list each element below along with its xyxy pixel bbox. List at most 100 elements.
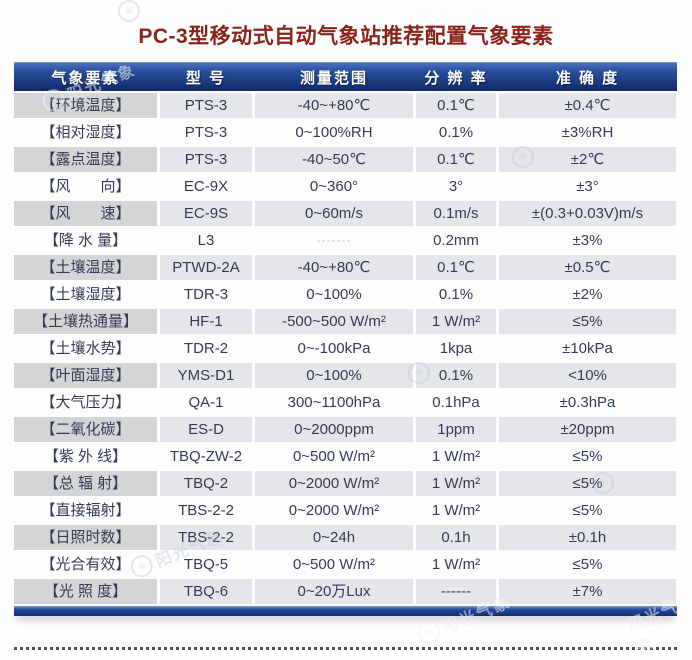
table-cell: ≤5%	[499, 552, 676, 577]
row-label-cell: 【环境温度】	[14, 93, 157, 118]
table-cell: ±0.4℃	[499, 93, 676, 118]
table-cell: 0~20万Lux	[255, 579, 413, 604]
table-cell: ≤5%	[499, 309, 676, 334]
row-label-cell: 【露点温度】	[14, 147, 157, 172]
table-cell: 1kpa	[416, 336, 496, 361]
row-label-cell: 【土壤温度】	[14, 255, 157, 280]
table-cell: PTS-3	[160, 147, 252, 172]
table-cell: ------	[416, 579, 496, 604]
row-label-cell: 【总 辐 射】	[14, 471, 157, 496]
table-header-row: 气象要素 型 号 测量范围 分 辨 率 准 确 度	[14, 62, 677, 91]
table-cell: ≤5%	[499, 444, 676, 469]
spec-table: 气象要素 型 号 测量范围 分 辨 率 准 确 度 【环境温度】 PTS-3 -40…	[14, 62, 677, 616]
row-label-cell: 【叶面湿度】	[14, 363, 157, 388]
table-cell: 0~360°	[255, 174, 413, 199]
row-label-cell: 【土壤水势】	[14, 336, 157, 361]
table-cell: TBS-2-2	[160, 498, 252, 523]
column-header-accuracy: 准 确 度	[555, 69, 620, 87]
table-cell: TBQ-5	[160, 552, 252, 577]
table-cell: 1 W/m²	[416, 444, 496, 469]
table-cell: 0.1hPa	[416, 390, 496, 415]
row-label-cell: 【风 向】	[14, 174, 157, 199]
table-cell: 3°	[416, 174, 496, 199]
table-cell: ±10kPa	[499, 336, 676, 361]
table-cell: PTWD-2A	[160, 255, 252, 280]
table-cell: EC-9X	[160, 174, 252, 199]
table-cell: ±2%	[499, 282, 676, 307]
table-cell: ±0.5℃	[499, 255, 676, 280]
table-cell: HF-1	[160, 309, 252, 334]
row-label-cell: 【二氧化碳】	[14, 417, 157, 442]
table-cell: TBQ-2	[160, 471, 252, 496]
table-cell: 0.1℃	[416, 93, 496, 118]
table-cell: TBQ-ZW-2	[160, 444, 252, 469]
table-cell: 0~500 W/m²	[255, 552, 413, 577]
table-cell: PTS-3	[160, 120, 252, 145]
table-cell: ±3%RH	[499, 120, 676, 145]
table-cell: EC-9S	[160, 201, 252, 226]
table-cell: ES-D	[160, 417, 252, 442]
table-cell: TBQ-6	[160, 579, 252, 604]
watermark-logo-icon: ✳	[414, 617, 444, 647]
row-label-cell: 【日照时数】	[14, 525, 157, 550]
table-cell: 0~2000 W/m²	[255, 498, 413, 523]
table-cell: ±20ppm	[499, 417, 676, 442]
table-cell: 0~100%RH	[255, 120, 413, 145]
row-label-cell: 【土壤热通量】	[14, 309, 157, 334]
row-label-cell: 【光合有效】	[14, 552, 157, 577]
table-body: 【环境温度】 PTS-3 -40~+80℃ 0.1℃ ±0.4℃ 【相对湿度】 PTS-3 0…	[14, 93, 677, 604]
row-label-cell: 【紫 外 线】	[14, 444, 157, 469]
bottom-dotted-divider	[14, 647, 677, 650]
table-cell: -500~500 W/m²	[255, 309, 413, 334]
column-header-element: 气象要素	[51, 69, 120, 87]
table-cell: 0~500 W/m²	[255, 444, 413, 469]
table-cell: PTS-3	[160, 93, 252, 118]
table-cell: ±3°	[499, 174, 676, 199]
table-cell: -40~+80℃	[255, 255, 413, 280]
table-cell: ±2℃	[499, 147, 676, 172]
table-cell: QA-1	[160, 390, 252, 415]
table-cell: ±7%	[499, 579, 676, 604]
table-cell: 1 W/m²	[416, 552, 496, 577]
table-cell: ≤5%	[499, 498, 676, 523]
table-cell: 0~2000ppm	[255, 417, 413, 442]
table-cell: -------	[255, 228, 413, 253]
table-cell: 0.1℃	[416, 147, 496, 172]
table-cell: ±0.1h	[499, 525, 676, 550]
page-title: PC-3型移动式自动气象站推荐配置气象要素	[138, 25, 554, 48]
table-cell: 0.1%	[416, 363, 496, 388]
table-cell: YMS-D1	[160, 363, 252, 388]
table-cell: 0.1%	[416, 120, 496, 145]
table-cell: 0.1m/s	[416, 201, 496, 226]
table-cell: 1ppm	[416, 417, 496, 442]
row-label-cell: 【降 水 量】	[14, 228, 157, 253]
table-cell: L3	[160, 228, 252, 253]
table-cell: 0.1%	[416, 282, 496, 307]
table-footer-bar	[14, 606, 677, 616]
table-cell: 0.2mm	[416, 228, 496, 253]
table-cell: 0~-100kPa	[255, 336, 413, 361]
table-cell: 0~100%	[255, 282, 413, 307]
table-cell: 0~2000 W/m²	[255, 471, 413, 496]
table-cell: TDR-2	[160, 336, 252, 361]
column-header-model: 型 号	[185, 69, 227, 87]
table-cell: 1 W/m²	[416, 498, 496, 523]
row-label-cell: 【土壤湿度】	[14, 282, 157, 307]
table-cell: ±0.3hPa	[499, 390, 676, 415]
table-cell: 0~60m/s	[255, 201, 413, 226]
row-label-cell: 【大气压力】	[14, 390, 157, 415]
table-cell: 0.1h	[416, 525, 496, 550]
column-header-range: 测量范围	[299, 69, 368, 87]
table-cell: -40~+80℃	[255, 93, 413, 118]
table-cell: TDR-3	[160, 282, 252, 307]
row-label-cell: 【风 速】	[14, 201, 157, 226]
table-cell: -40~50℃	[255, 147, 413, 172]
row-label-cell: 【光 照 度】	[14, 579, 157, 604]
table-cell: ±3%	[499, 228, 676, 253]
table-cell: ±(0.3+0.03V)m/s	[499, 201, 676, 226]
table-cell: TBS-2-2	[160, 525, 252, 550]
table-cell: 300~1100hPa	[255, 390, 413, 415]
table-cell: <10%	[499, 363, 676, 388]
table-cell: 1 W/m²	[416, 309, 496, 334]
